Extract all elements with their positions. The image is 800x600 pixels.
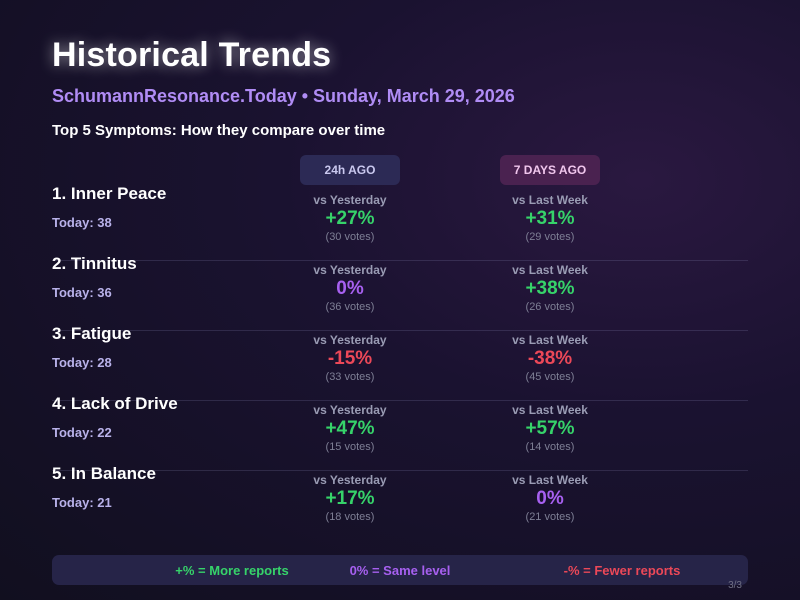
- row-divider: [52, 470, 748, 471]
- today-count: Today: 21: [52, 495, 112, 510]
- symptom-row: 3. Fatigue Today: 28 vs Yesterday -15% (…: [0, 324, 800, 394]
- row-divider: [52, 260, 748, 261]
- vote-count: (33 votes): [325, 371, 375, 383]
- column-header-24h: 24h AGO: [300, 155, 400, 185]
- symptom-name: 4. Lack of Drive: [52, 394, 178, 413]
- comparison-label: vs Last Week: [512, 263, 588, 277]
- yesterday-comparison: vs Yesterday -15% (33 votes): [270, 333, 430, 383]
- vote-count: (21 votes): [525, 511, 575, 523]
- percent-change: +27%: [325, 208, 375, 229]
- comparison-label: vs Yesterday: [313, 193, 387, 207]
- vote-count: (30 votes): [325, 231, 375, 243]
- legend-bar: +% = More reports 0% = Same level -% = F…: [52, 555, 748, 585]
- symptom-row: 2. Tinnitus Today: 36 vs Yesterday 0% (3…: [0, 254, 800, 324]
- section-heading: Top 5 Symptoms: How they compare over ti…: [52, 122, 386, 139]
- comparison-label: vs Last Week: [512, 473, 588, 487]
- last-week-comparison: vs Last Week +38% (26 votes): [470, 263, 630, 313]
- yesterday-comparison: vs Yesterday +27% (30 votes): [270, 193, 430, 243]
- comparison-label: vs Yesterday: [313, 473, 387, 487]
- percent-change: -15%: [327, 348, 373, 369]
- percent-change: +38%: [525, 278, 575, 299]
- page-indicator: 3/3: [728, 580, 742, 591]
- page-title: Historical Trends: [52, 36, 332, 74]
- legend-fewer: -% = Fewer reports: [563, 563, 681, 578]
- percent-change: 0%: [336, 278, 364, 299]
- symptom-row: 5. In Balance Today: 21 vs Yesterday +17…: [0, 464, 800, 534]
- comparison-label: vs Yesterday: [313, 263, 387, 277]
- today-count: Today: 22: [52, 425, 112, 440]
- comparison-label: vs Last Week: [512, 403, 588, 417]
- percent-change: -38%: [527, 348, 573, 369]
- comparison-label: vs Yesterday: [313, 403, 387, 417]
- vote-count: (15 votes): [325, 441, 375, 453]
- percent-change: 0%: [536, 488, 564, 509]
- percent-change: +31%: [525, 208, 575, 229]
- comparison-label: vs Yesterday: [313, 333, 387, 347]
- last-week-comparison: vs Last Week +31% (29 votes): [470, 193, 630, 243]
- comparison-label: vs Last Week: [512, 193, 588, 207]
- percent-change: +17%: [325, 488, 375, 509]
- percent-change: +57%: [525, 418, 575, 439]
- vote-count: (36 votes): [325, 301, 375, 313]
- symptom-name: 2. Tinnitus: [52, 254, 137, 273]
- percent-change: +47%: [325, 418, 375, 439]
- legend-same: 0% = Same level: [349, 563, 451, 578]
- today-count: Today: 36: [52, 285, 112, 300]
- page-subtitle: SchumannResonance.Today • Sunday, March …: [52, 86, 515, 106]
- yesterday-comparison: vs Yesterday +47% (15 votes): [270, 403, 430, 453]
- vote-count: (26 votes): [525, 301, 575, 313]
- symptom-row: 1. Inner Peace Today: 38 vs Yesterday +2…: [0, 184, 800, 254]
- vote-count: (45 votes): [525, 371, 575, 383]
- symptom-row: 4. Lack of Drive Today: 22 vs Yesterday …: [0, 394, 800, 464]
- last-week-comparison: vs Last Week +57% (14 votes): [470, 403, 630, 453]
- comparison-label: vs Last Week: [512, 333, 588, 347]
- row-divider: [52, 330, 748, 331]
- today-count: Today: 38: [52, 215, 112, 230]
- symptom-name: 5. In Balance: [52, 464, 156, 483]
- vote-count: (29 votes): [525, 231, 575, 243]
- column-header-7days: 7 DAYS AGO: [500, 155, 600, 185]
- symptom-name: 1. Inner Peace: [52, 184, 167, 203]
- legend-more: +% = More reports: [175, 563, 289, 578]
- last-week-comparison: vs Last Week -38% (45 votes): [470, 333, 630, 383]
- row-divider: [52, 400, 748, 401]
- today-count: Today: 28: [52, 355, 112, 370]
- vote-count: (18 votes): [325, 511, 375, 523]
- yesterday-comparison: vs Yesterday +17% (18 votes): [270, 473, 430, 523]
- symptom-name: 3. Fatigue: [52, 324, 132, 343]
- last-week-comparison: vs Last Week 0% (21 votes): [470, 473, 630, 523]
- yesterday-comparison: vs Yesterday 0% (36 votes): [270, 263, 430, 313]
- vote-count: (14 votes): [525, 441, 575, 453]
